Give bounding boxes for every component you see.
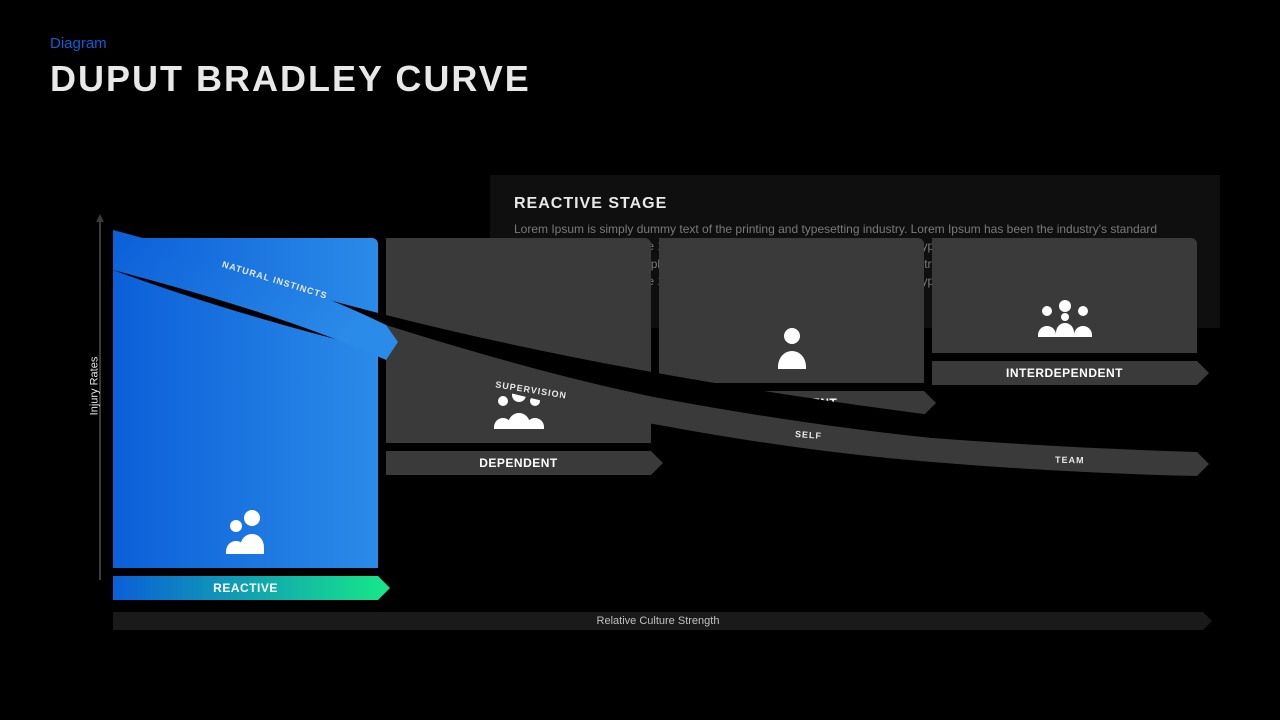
column-interdependent: INTERDEPENDENT: [932, 238, 1197, 600]
bradley-curve-chart: Injury Rates REACTIVE DEPENDENT: [105, 220, 1215, 650]
x-axis-label: Relative Culture Strength: [113, 612, 1203, 630]
column-label: INDEPENDENT: [659, 391, 924, 415]
column-label: DEPENDENT: [386, 451, 651, 475]
column-reactive: REACTIVE: [113, 238, 378, 600]
column-body: [113, 238, 378, 568]
four-people-icon: [1032, 297, 1098, 341]
category-label: Diagram: [50, 35, 531, 52]
column-body: [659, 238, 924, 383]
info-title: REACTIVE STAGE: [514, 195, 1196, 213]
columns-container: REACTIVE DEPENDENT INDEPENDENT: [113, 238, 1197, 600]
column-independent: INDEPENDENT: [659, 238, 924, 600]
column-dependent: DEPENDENT: [386, 238, 651, 600]
column-body: [386, 238, 651, 443]
one-person-icon: [772, 325, 812, 371]
two-people-icon: [218, 508, 274, 556]
column-label: INTERDEPENDENT: [932, 361, 1197, 385]
y-axis-label: Injury Rates: [88, 357, 100, 416]
page-title: DUPUT BRADLEY CURVE: [50, 58, 531, 100]
column-body: [932, 238, 1197, 353]
segment-label-self: SELF: [795, 429, 823, 441]
segment-label-team: TEAM: [1055, 455, 1085, 466]
header: Diagram DUPUT BRADLEY CURVE: [50, 35, 531, 100]
column-label: REACTIVE: [113, 576, 378, 600]
